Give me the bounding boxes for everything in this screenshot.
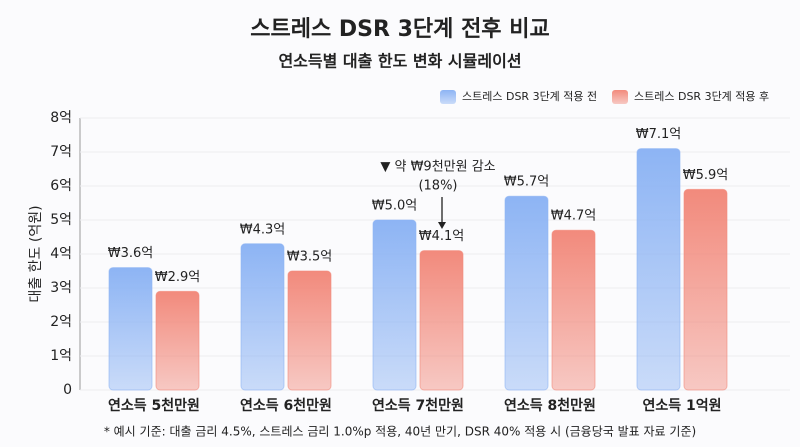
value-label: ₩5.7억 (504, 175, 550, 190)
value-label: ₩4.7억 (551, 209, 597, 224)
chart-title: 스트레스 DSR 3단계 전후 비교 (250, 17, 549, 42)
x-tick-label: 연소득 6천만원 (240, 398, 332, 414)
footnote: * 예시 기준: 대출 금리 4.5%, 스트레스 금리 1.0%p 적용, 4… (104, 425, 696, 439)
legend-swatch (440, 90, 456, 104)
value-label: ₩2.9억 (155, 270, 201, 285)
value-label: ₩3.6억 (108, 246, 154, 261)
value-label: ₩7.1억 (636, 127, 682, 142)
value-label: ₩4.1억 (419, 229, 465, 244)
y-tick-label: 0 (63, 382, 72, 398)
y-tick-label: 2억 (50, 314, 72, 330)
bar (287, 270, 332, 391)
bar (155, 290, 200, 391)
bar (372, 219, 417, 391)
x-tick-label: 연소득 1억원 (642, 398, 721, 414)
legend-label: 스트레스 DSR 3단계 적용 후 (634, 90, 769, 103)
annotation-arrowhead (438, 222, 446, 229)
legend-label: 스트레스 DSR 3단계 적용 전 (462, 90, 597, 103)
chart-subtitle: 연소득별 대출 한도 변화 시뮬레이션 (278, 52, 521, 71)
bar (108, 267, 153, 391)
bar (504, 195, 549, 391)
bar (683, 188, 728, 391)
x-tick-label: 연소득 7천만원 (372, 398, 464, 414)
y-tick-label: 7억 (50, 144, 72, 160)
annotation: ▼ 약 ₩9천만원 감소 (380, 160, 495, 175)
bar (636, 148, 681, 391)
value-label: ₩4.3억 (240, 222, 286, 237)
bar (419, 250, 464, 391)
value-label: ₩3.5억 (287, 250, 333, 265)
bar (551, 229, 596, 391)
value-label: ₩5.0억 (372, 199, 418, 214)
x-tick-label: 연소득 5천만원 (108, 398, 200, 414)
y-tick-label: 8억 (50, 110, 72, 126)
value-label: ₩5.9억 (683, 168, 729, 183)
y-tick-label: 4억 (50, 246, 72, 262)
bar (240, 243, 285, 391)
legend-swatch (612, 90, 628, 104)
y-tick-label: 3억 (50, 280, 72, 296)
y-axis-label: 대출 한도 (억원) (28, 205, 44, 302)
y-tick-label: 1억 (50, 348, 72, 364)
annotation: (18%) (418, 179, 457, 194)
y-tick-label: 6억 (50, 178, 72, 194)
y-tick-label: 5억 (50, 212, 72, 228)
x-tick-label: 연소득 8천만원 (504, 398, 596, 414)
